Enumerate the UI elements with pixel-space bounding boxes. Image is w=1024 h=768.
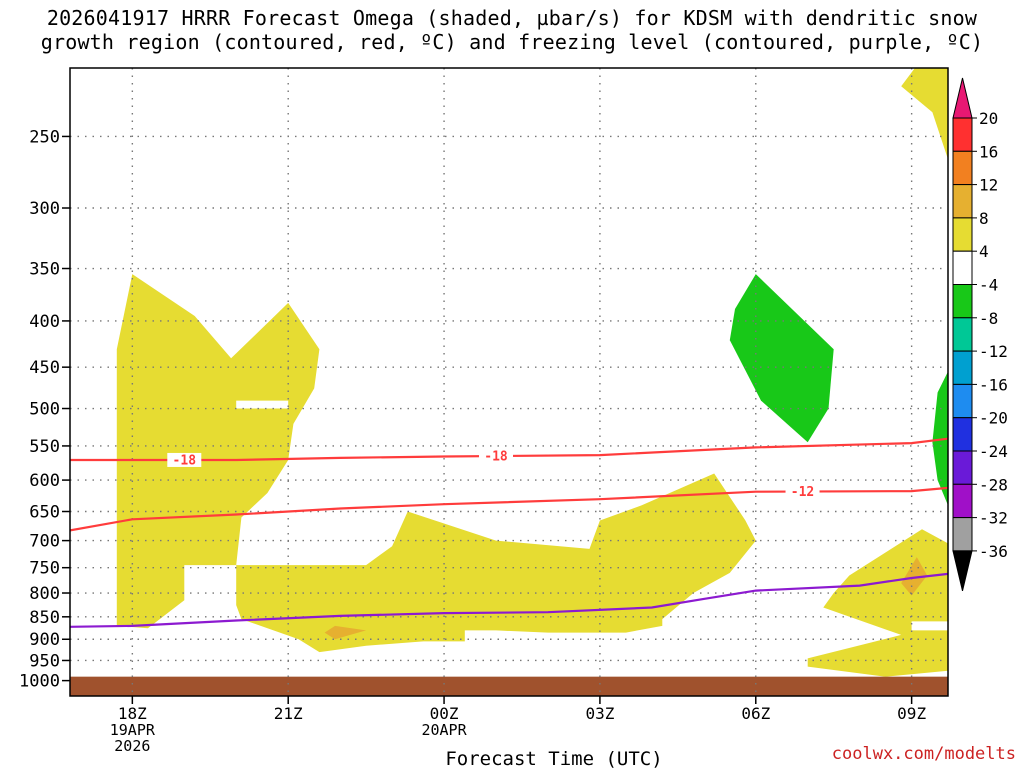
contour-minus18 xyxy=(70,437,948,462)
colorbar-box-8 xyxy=(952,383,973,419)
colorbar-top-arrow xyxy=(952,77,973,119)
contour-label-bg xyxy=(479,449,514,464)
ytick-label-350: 350 xyxy=(29,260,60,280)
contour-label: -12 xyxy=(791,485,814,500)
colorbar-label--4: -4 xyxy=(979,276,998,295)
colorbar-box-0 xyxy=(952,117,973,152)
ground-fill xyxy=(70,676,948,696)
ytick-label-400: 400 xyxy=(29,312,60,332)
colorbar-box-7 xyxy=(952,350,973,385)
colorbar-label--20: -20 xyxy=(979,409,1008,428)
colorbar-box-12 xyxy=(952,517,973,552)
xtick-label-06Z: 06Z xyxy=(741,704,770,723)
credit-link[interactable]: coolwx.com/modelts xyxy=(831,744,1016,764)
colorbar-label-12: 12 xyxy=(979,176,998,195)
contour-label: -18 xyxy=(173,453,197,468)
contour-minus12 xyxy=(70,486,948,532)
omega-region-4 xyxy=(729,274,834,443)
colorbar-box-2 xyxy=(952,184,973,219)
colorbar-label--32: -32 xyxy=(979,509,1008,528)
xtick-date-label: 2026 xyxy=(114,737,150,755)
colorbar-box-9 xyxy=(952,417,973,452)
ytick-label-250: 250 xyxy=(29,127,60,147)
colorbar-bottom-arrow xyxy=(952,550,973,592)
omega-region-7 xyxy=(901,557,928,596)
colorbar-label--28: -28 xyxy=(979,475,1008,494)
colorbar-box-11 xyxy=(952,483,973,519)
x-axis-label: Forecast Time (UTC) xyxy=(445,748,662,768)
colorbar: 20 16 12 8 4 -4 -8 -12 -16 -20 -24 -28 -32 -36 xyxy=(952,77,1008,592)
ytick-label-550: 550 xyxy=(29,437,60,457)
omega-region-3 xyxy=(901,68,948,181)
omega-shading xyxy=(70,68,948,696)
colorbar-box-10 xyxy=(952,450,973,485)
colorbar-label-8: 8 xyxy=(979,209,989,228)
contour-label-bg xyxy=(167,452,202,467)
plot-frame xyxy=(69,67,949,697)
ytick-label-850: 850 xyxy=(29,608,60,628)
ytick-label-500: 500 xyxy=(29,400,60,420)
omega-region-0 xyxy=(116,274,320,629)
ytick-label-800: 800 xyxy=(29,584,60,604)
ytick-label-700: 700 xyxy=(29,532,60,552)
colorbar-label-4: 4 xyxy=(979,242,989,261)
omega-region-1 xyxy=(236,473,756,653)
xtick-label-21Z: 21Z xyxy=(274,704,303,723)
title-line-1: 2026041917 HRRR Forecast Omega (shaded, … xyxy=(46,6,978,30)
ytick-label-750: 750 xyxy=(29,559,60,579)
contour-label-bg xyxy=(785,484,820,499)
colorbar-label--24: -24 xyxy=(979,442,1008,461)
colorbar-label--36: -36 xyxy=(979,542,1008,561)
colorbar-box-5 xyxy=(952,284,973,319)
colorbar-box-3 xyxy=(952,217,973,252)
ytick-label-300: 300 xyxy=(29,199,60,219)
ytick-label-900: 900 xyxy=(29,630,60,650)
omega-region-2 xyxy=(807,529,948,677)
title-line-2: growth region (contoured, red, ºC) and f… xyxy=(40,30,984,54)
ytick-label-1000: 1000 xyxy=(19,672,60,692)
xtick-label-09Z: 09Z xyxy=(897,704,926,723)
colorbar-label-16: 16 xyxy=(979,142,998,161)
xtick-date-label: 20APR xyxy=(421,721,467,739)
ytick-label-650: 650 xyxy=(29,503,60,523)
colorbar-label--8: -8 xyxy=(979,309,998,328)
ytick-label-600: 600 xyxy=(29,471,60,491)
xtick-label-18Z: 18Z xyxy=(118,704,147,723)
omega-region-6 xyxy=(324,625,367,640)
axes: 2503003504004505005506006507007508008509… xyxy=(19,67,949,768)
contour-label: -18 xyxy=(484,450,508,465)
ytick-label-450: 450 xyxy=(29,358,60,378)
colorbar-label--12: -12 xyxy=(979,342,1008,361)
colorbar-label-20: 20 xyxy=(979,109,998,128)
colorbar-box-6 xyxy=(952,317,973,352)
ytick-label-950: 950 xyxy=(29,651,60,671)
colorbar-box-4 xyxy=(952,250,973,285)
contour-freezing-level xyxy=(70,572,948,628)
blank-region-1 xyxy=(911,621,948,631)
colorbar-label--16: -16 xyxy=(979,375,1008,394)
xtick-label-00Z: 00Z xyxy=(430,704,459,723)
xtick-date-label: 19APR xyxy=(110,721,156,739)
chart-title: 2026041917 HRRR Forecast Omega (shaded, … xyxy=(0,6,1024,54)
contour-lines: -18 -18 -12 xyxy=(70,437,948,628)
xtick-label-03Z: 03Z xyxy=(585,704,614,723)
omega-region-5 xyxy=(932,367,948,506)
blank-region-0 xyxy=(236,400,289,409)
colorbar-box-1 xyxy=(952,150,973,186)
